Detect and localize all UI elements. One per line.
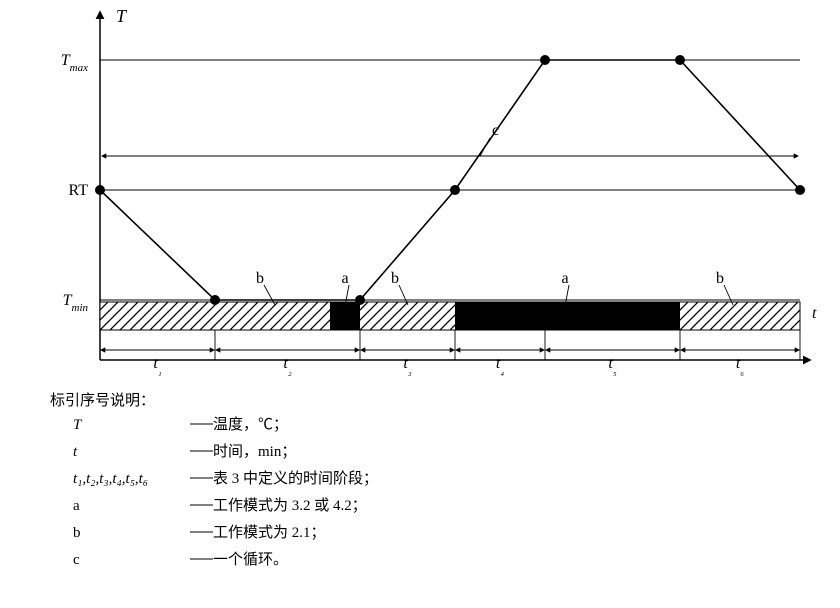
y-tick-label: Tmax — [61, 52, 88, 74]
temperature-curve — [100, 60, 800, 300]
temperature-cycle-diagram: TtTmaxRTTmint₁t₂t₃t₄t₅t₆cbabab标引序号说明：T温度… — [0, 0, 840, 603]
y-tick-label: Tmin — [63, 292, 89, 314]
interval-label: t₂ — [283, 355, 291, 377]
curve-marker — [210, 295, 220, 305]
legend-label: b — [73, 525, 81, 541]
curve-marker — [95, 185, 105, 195]
hatched-band — [100, 302, 800, 330]
band-annotation: a — [341, 270, 348, 287]
curve-marker — [795, 185, 805, 195]
interval-label: t₃ — [403, 355, 411, 377]
legend-label: a — [73, 498, 80, 514]
legend-desc: 一个循环。 — [213, 551, 288, 568]
band-annotation: a — [561, 270, 568, 287]
x-axis-label: t — [812, 305, 817, 322]
curve-marker — [675, 55, 685, 65]
interval-label: t₁ — [153, 355, 161, 377]
legend-label: c — [73, 552, 80, 568]
mode-a-box — [330, 302, 360, 330]
legend-desc: 温度，℃； — [213, 416, 288, 433]
legend-desc: 工作模式为 2.1； — [213, 524, 326, 541]
interval-label: t₅ — [608, 355, 616, 377]
legend-label: t — [73, 444, 78, 460]
legend-title: 标引序号说明： — [50, 392, 155, 409]
band-annotation: b — [716, 270, 724, 287]
band-annotation: b — [256, 270, 264, 287]
legend-desc: 表 3 中定义的时间阶段； — [213, 470, 378, 487]
y-tick-label: RT — [69, 182, 89, 199]
curve-marker — [450, 185, 460, 195]
interval-label: t₆ — [736, 355, 744, 377]
band-annotation: b — [391, 270, 399, 287]
interval-label: t₄ — [496, 355, 504, 377]
legend-desc: 时间，min； — [213, 443, 296, 460]
mode-a-box — [455, 302, 680, 330]
y-axis-label: T — [116, 6, 128, 26]
curve-marker — [355, 295, 365, 305]
legend-label: T — [73, 417, 83, 433]
curve-marker — [540, 55, 550, 65]
legend-desc: 工作模式为 3.2 或 4.2； — [213, 497, 367, 514]
legend-label: t₁,t₂,t₃,t₄,t₅,t₆ — [73, 471, 148, 487]
